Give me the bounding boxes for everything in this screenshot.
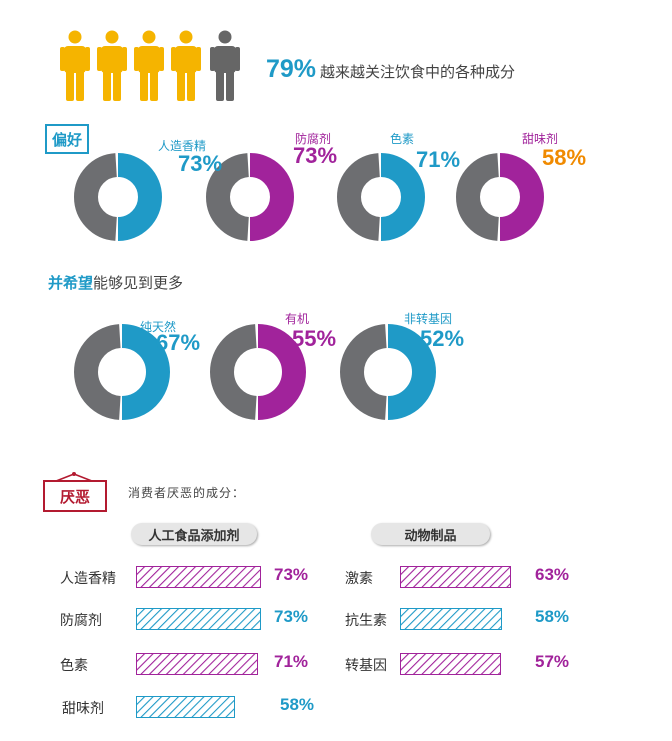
hatched-bar (136, 696, 235, 718)
preference-label-3: 甜味剂 (522, 132, 559, 146)
hatched-bar (136, 653, 258, 675)
hatched-bar (136, 566, 261, 588)
hatched-bar (400, 653, 501, 675)
preference-pct-1: 73% (293, 143, 338, 168)
bar-label: 色素 (60, 658, 88, 674)
hatched-bar (136, 608, 261, 630)
headline-text: 越来越关注饮食中的各种成分 (320, 63, 516, 81)
bar-label: 抗生素 (345, 613, 387, 629)
wish-pct-1: 55% (292, 326, 337, 351)
person-icon (210, 30, 240, 101)
bar-percent: 57% (535, 652, 570, 671)
preference-pct-3: 58% (542, 145, 587, 170)
left-column-header: 人工食品添加剂 (131, 523, 257, 545)
bar-percent: 73% (274, 607, 309, 626)
preference-label-0: 人造香精 (158, 139, 207, 153)
bar-label: 激素 (345, 571, 373, 587)
preference-donut-0 (74, 153, 162, 241)
bar-percent: 58% (535, 607, 570, 626)
wish-pct-2: 52% (420, 326, 465, 351)
wish-donut-0 (74, 324, 170, 420)
preference-donut-2-value-arc (380, 153, 425, 241)
wish-donut-2-remainder-arc (340, 324, 388, 420)
wish-donut-2 (340, 324, 436, 420)
bar-label: 转基因 (345, 658, 387, 674)
bar-label: 防腐剂 (60, 613, 102, 629)
wish-donut-1-value-arc (257, 324, 306, 420)
wish-donut-1 (210, 324, 306, 420)
wish-donut-0-value-arc (121, 324, 170, 420)
person-icon (171, 30, 201, 101)
preference-donut-2 (337, 153, 425, 241)
person-icon (60, 30, 90, 101)
preference-donut-1-value-arc (249, 153, 294, 241)
bar-percent: 73% (274, 565, 309, 584)
wish-label-0: 纯天然 (140, 320, 177, 334)
wish-label-2: 非转基因 (404, 312, 453, 326)
person-icon (97, 30, 127, 101)
bar-percent: 58% (280, 695, 315, 714)
preference-label-2: 色素 (390, 132, 415, 146)
wish-donut-2-value-arc (387, 324, 436, 420)
headline: 79% 越来越关注饮食中的各种成分 (266, 55, 515, 84)
bar-percent: 63% (535, 565, 570, 584)
wish-title: 并希望能够见到更多 (48, 272, 183, 293)
preference-donut-0-value-arc (117, 153, 162, 241)
dislike-sign: 厌恶 (43, 472, 107, 512)
preference-donut-3-remainder-arc (456, 153, 500, 241)
preference-donut-3 (456, 153, 544, 241)
preference-pct-0: 73% (178, 151, 223, 176)
preference-donut-1-remainder-arc (206, 153, 250, 241)
bar-percent: 71% (274, 652, 309, 671)
wish-pct-0: 67% (156, 330, 201, 355)
preference-donut-0-remainder-arc (74, 153, 118, 241)
preference-donut-1 (206, 153, 294, 241)
hatched-bar (400, 608, 502, 630)
hatched-bar (400, 566, 511, 588)
preference-donut-2-remainder-arc (337, 153, 381, 241)
wish-label-1: 有机 (285, 312, 310, 326)
right-column-header: 动物制品 (371, 523, 490, 545)
preference-donut-3-value-arc (499, 153, 544, 241)
wish-donut-1-remainder-arc (210, 324, 258, 420)
person-icon (134, 30, 164, 101)
preference-title: 偏好 (45, 124, 89, 154)
headline-percent: 79% (266, 55, 317, 83)
bar-label: 甜味剂 (62, 701, 104, 717)
dislike-subtitle: 消费者厌恶的成分： (128, 486, 246, 500)
dislike-title: 厌恶 (43, 480, 107, 512)
preference-label-1: 防腐剂 (295, 132, 332, 146)
preference-pct-2: 71% (416, 147, 461, 172)
wish-donut-0-remainder-arc (74, 324, 122, 420)
wish-title-bold: 并希望 (48, 274, 94, 292)
wish-title-text: 能够见到更多 (93, 274, 184, 292)
bar-label: 人造香精 (60, 571, 116, 587)
